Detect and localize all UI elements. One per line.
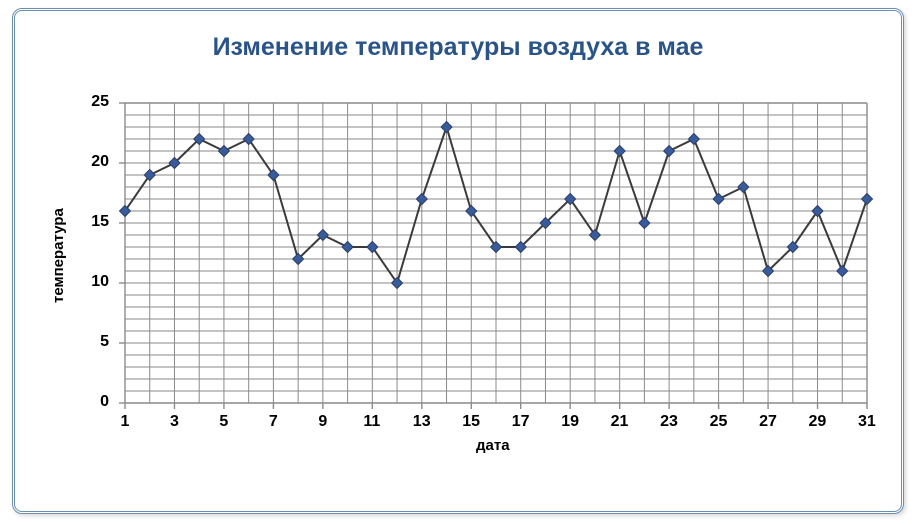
y-tick-label: 5 xyxy=(100,333,109,351)
x-tick-label: 17 xyxy=(512,413,530,431)
x-tick-label: 25 xyxy=(710,413,728,431)
x-tick-label: 19 xyxy=(561,413,579,431)
x-tick-label: 29 xyxy=(809,413,827,431)
data-marker xyxy=(688,134,699,145)
y-tick-label: 15 xyxy=(91,213,109,231)
y-tick-label: 25 xyxy=(91,93,109,111)
chart-frame: Изменение температуры воздуха в мае темп… xyxy=(12,8,904,514)
y-tick-label: 10 xyxy=(91,273,109,291)
x-tick-label: 5 xyxy=(219,413,228,431)
x-tick-label: 1 xyxy=(121,413,130,431)
data-marker xyxy=(441,122,452,133)
data-marker xyxy=(738,182,749,193)
x-tick-label: 23 xyxy=(660,413,678,431)
y-tick-label: 0 xyxy=(100,393,109,411)
data-marker xyxy=(713,194,724,205)
data-marker xyxy=(614,146,625,157)
x-tick-label: 15 xyxy=(462,413,480,431)
x-tick-label: 13 xyxy=(413,413,431,431)
x-tick-label: 7 xyxy=(269,413,278,431)
x-tick-label: 3 xyxy=(170,413,179,431)
data-marker xyxy=(416,194,427,205)
data-marker xyxy=(218,146,229,157)
x-tick-label: 27 xyxy=(759,413,777,431)
x-tick-label: 11 xyxy=(363,413,380,431)
x-tick-label: 31 xyxy=(858,413,876,431)
chart-plot xyxy=(15,11,907,517)
x-tick-label: 9 xyxy=(318,413,327,431)
data-marker xyxy=(837,266,848,277)
data-marker xyxy=(664,146,675,157)
data-marker xyxy=(342,242,353,253)
data-marker xyxy=(639,218,650,229)
y-tick-label: 20 xyxy=(91,153,109,171)
x-tick-label: 21 xyxy=(611,413,629,431)
data-marker xyxy=(862,194,873,205)
